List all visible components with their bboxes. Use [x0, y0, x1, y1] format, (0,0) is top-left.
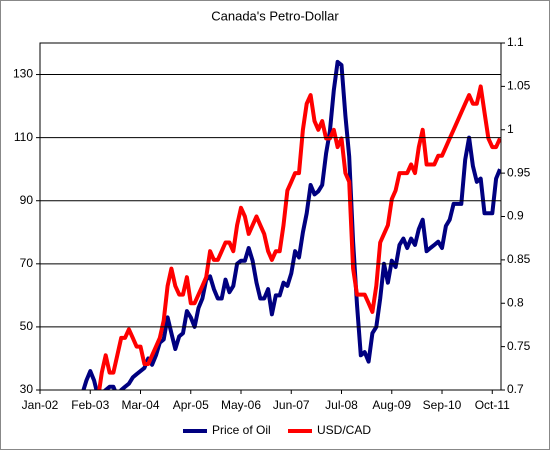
y2-tick-label: 0.7: [507, 382, 524, 396]
chart-title: Canada's Petro-Dollar: [211, 8, 339, 23]
plot-lines: [81, 59, 501, 390]
y2-tick-label: 0.75: [507, 339, 531, 353]
x-tick-label: Jun-07: [273, 398, 310, 412]
series-line: [97, 84, 501, 390]
x-tick-label: Oct-11: [475, 398, 510, 412]
x-tick-label: Aug-09: [372, 398, 411, 412]
y2-tick-label: 0.8: [507, 295, 524, 309]
y-tick-label: 110: [14, 130, 33, 144]
series-line: [81, 59, 501, 390]
y2-tick-label: 1: [507, 122, 514, 136]
x-tick-label: Sep-10: [423, 398, 462, 412]
legend-label: USD/CAD: [317, 423, 371, 437]
y-tick-label: 90: [20, 193, 34, 207]
x-tick-label: Feb-03: [71, 398, 109, 412]
legend-label: Price of Oil: [212, 423, 271, 437]
x-tick-label: Jul-08: [325, 398, 358, 412]
y-tick-label: 70: [20, 256, 34, 270]
y-tick-label: 130: [13, 67, 33, 81]
y-tick-label: 30: [20, 382, 34, 396]
x-tick-label: May-06: [221, 398, 261, 412]
y2-tick-label: 0.9: [507, 209, 524, 223]
x-tick-label: Apr-05: [173, 398, 209, 412]
y-tick-label: 50: [20, 319, 34, 333]
x-tick-label: Mar-04: [121, 398, 159, 412]
x-tick-label: Jan-02: [22, 398, 59, 412]
y2-tick-label: 1.1: [507, 35, 524, 49]
y2-tick-label: 1.05: [507, 79, 531, 93]
y2-tick-label: 0.95: [507, 165, 531, 179]
y2-tick-label: 0.85: [507, 252, 531, 266]
